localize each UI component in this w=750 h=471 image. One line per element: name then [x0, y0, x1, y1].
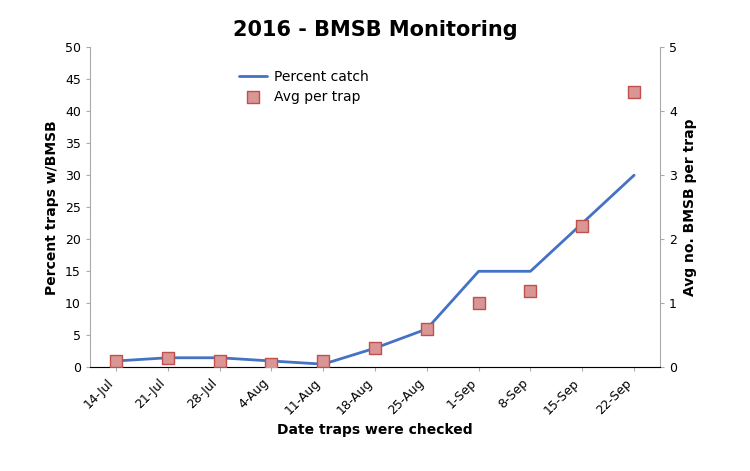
Line: Percent catch: Percent catch — [116, 175, 634, 364]
Legend: Percent catch, Avg per trap: Percent catch, Avg per trap — [239, 70, 369, 104]
Percent catch — [370, 345, 380, 351]
Percent catch — [164, 355, 172, 361]
Avg per trap — [317, 357, 329, 365]
Percent catch — [526, 268, 535, 274]
Percent catch — [319, 361, 328, 367]
Percent catch — [578, 220, 586, 226]
X-axis label: Date traps were checked: Date traps were checked — [278, 422, 472, 437]
Percent catch — [267, 358, 276, 364]
Percent catch — [629, 172, 638, 178]
Y-axis label: Avg no. BMSB per trap: Avg no. BMSB per trap — [682, 119, 697, 296]
Avg per trap — [214, 357, 226, 365]
Percent catch — [422, 326, 431, 332]
Avg per trap — [472, 300, 484, 307]
Avg per trap — [421, 325, 433, 333]
Avg per trap — [524, 287, 536, 294]
Y-axis label: Percent traps w/BMSB: Percent traps w/BMSB — [46, 120, 59, 295]
Percent catch — [474, 268, 483, 274]
Avg per trap — [110, 357, 122, 365]
Avg per trap — [576, 223, 588, 230]
Avg per trap — [266, 360, 278, 368]
Title: 2016 - BMSB Monitoring: 2016 - BMSB Monitoring — [232, 20, 518, 40]
Avg per trap — [628, 88, 640, 96]
Percent catch — [112, 358, 121, 364]
Avg per trap — [162, 354, 174, 362]
Avg per trap — [369, 344, 381, 352]
Percent catch — [215, 355, 224, 361]
